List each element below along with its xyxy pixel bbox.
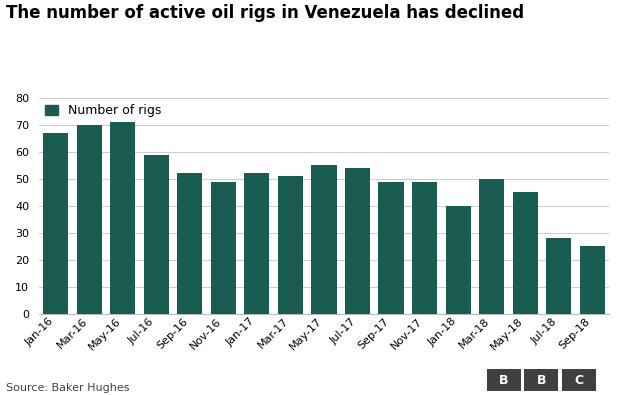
Text: B: B [537, 374, 546, 387]
Bar [278, 176, 303, 314]
Bar [244, 173, 270, 314]
Bar [412, 182, 437, 314]
Bar [110, 122, 135, 314]
Bar [77, 125, 102, 314]
Bar [144, 154, 169, 314]
Bar [512, 192, 538, 314]
Bar [43, 133, 68, 314]
Text: Source: Baker Hughes: Source: Baker Hughes [6, 383, 130, 393]
Legend: Number of rigs: Number of rigs [45, 104, 161, 117]
Bar [177, 173, 202, 314]
Bar [446, 206, 470, 314]
Bar [479, 179, 504, 314]
Bar [546, 238, 571, 314]
Bar [311, 166, 336, 314]
Bar [378, 182, 404, 314]
Bar [580, 246, 605, 314]
Text: C: C [574, 374, 583, 387]
Text: B: B [499, 374, 509, 387]
Bar [345, 168, 370, 314]
Text: The number of active oil rigs in Venezuela has declined: The number of active oil rigs in Venezue… [6, 4, 524, 22]
Bar [211, 182, 236, 314]
